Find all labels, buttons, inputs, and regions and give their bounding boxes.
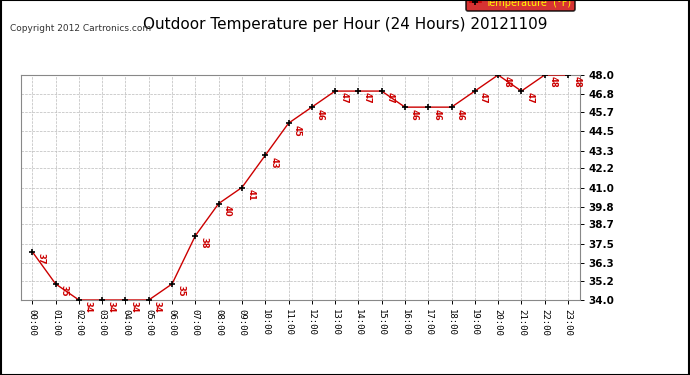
Text: 41: 41 bbox=[246, 189, 255, 201]
Text: 46: 46 bbox=[409, 108, 418, 120]
Text: 46: 46 bbox=[316, 108, 325, 120]
Text: 47: 47 bbox=[386, 93, 395, 104]
Legend: Temperature  (°F): Temperature (°F) bbox=[466, 0, 575, 11]
Text: 37: 37 bbox=[37, 253, 46, 265]
Text: 34: 34 bbox=[106, 302, 115, 313]
Text: 47: 47 bbox=[339, 93, 348, 104]
Text: 35: 35 bbox=[60, 285, 69, 297]
Text: 46: 46 bbox=[433, 108, 442, 120]
Text: Outdoor Temperature per Hour (24 Hours) 20121109: Outdoor Temperature per Hour (24 Hours) … bbox=[143, 17, 547, 32]
Text: 46: 46 bbox=[455, 108, 464, 120]
Text: 43: 43 bbox=[269, 157, 278, 168]
Text: 48: 48 bbox=[549, 76, 558, 88]
Text: 34: 34 bbox=[153, 302, 162, 313]
Text: Copyright 2012 Cartronics.com: Copyright 2012 Cartronics.com bbox=[10, 24, 152, 33]
Text: 34: 34 bbox=[83, 302, 92, 313]
Text: 48: 48 bbox=[502, 76, 511, 88]
Text: 35: 35 bbox=[176, 285, 185, 297]
Text: 47: 47 bbox=[479, 93, 488, 104]
Text: 40: 40 bbox=[223, 205, 232, 217]
Text: 38: 38 bbox=[199, 237, 208, 249]
Text: 45: 45 bbox=[293, 124, 302, 136]
Text: 48: 48 bbox=[572, 76, 581, 88]
Text: 47: 47 bbox=[526, 93, 535, 104]
Text: 47: 47 bbox=[362, 93, 371, 104]
Text: 34: 34 bbox=[130, 302, 139, 313]
